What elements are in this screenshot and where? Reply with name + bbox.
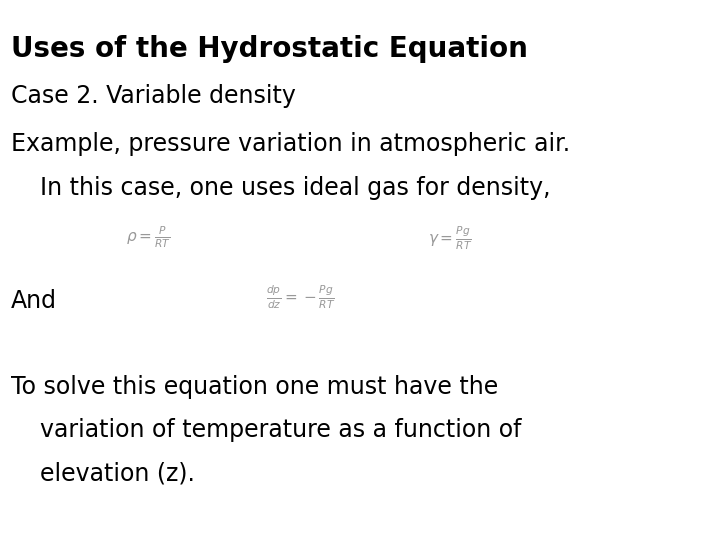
Text: Uses of the Hydrostatic Equation: Uses of the Hydrostatic Equation [11,35,528,63]
Text: $\gamma = \frac{Pg}{RT}$: $\gamma = \frac{Pg}{RT}$ [428,224,473,252]
Text: Example, pressure variation in atmospheric air.: Example, pressure variation in atmospher… [11,132,570,156]
Text: And: And [11,289,57,313]
Text: variation of temperature as a function of: variation of temperature as a function o… [40,418,521,442]
Text: In this case, one uses ideal gas for density,: In this case, one uses ideal gas for den… [40,176,550,199]
Text: Case 2. Variable density: Case 2. Variable density [11,84,296,107]
Text: $\rho = \frac{P}{RT}$: $\rho = \frac{P}{RT}$ [126,224,171,249]
Text: $\frac{dp}{dz} = -\frac{Pg}{RT}$: $\frac{dp}{dz} = -\frac{Pg}{RT}$ [266,284,336,311]
Text: elevation (z).: elevation (z). [40,462,194,485]
Text: To solve this equation one must have the: To solve this equation one must have the [11,375,498,399]
